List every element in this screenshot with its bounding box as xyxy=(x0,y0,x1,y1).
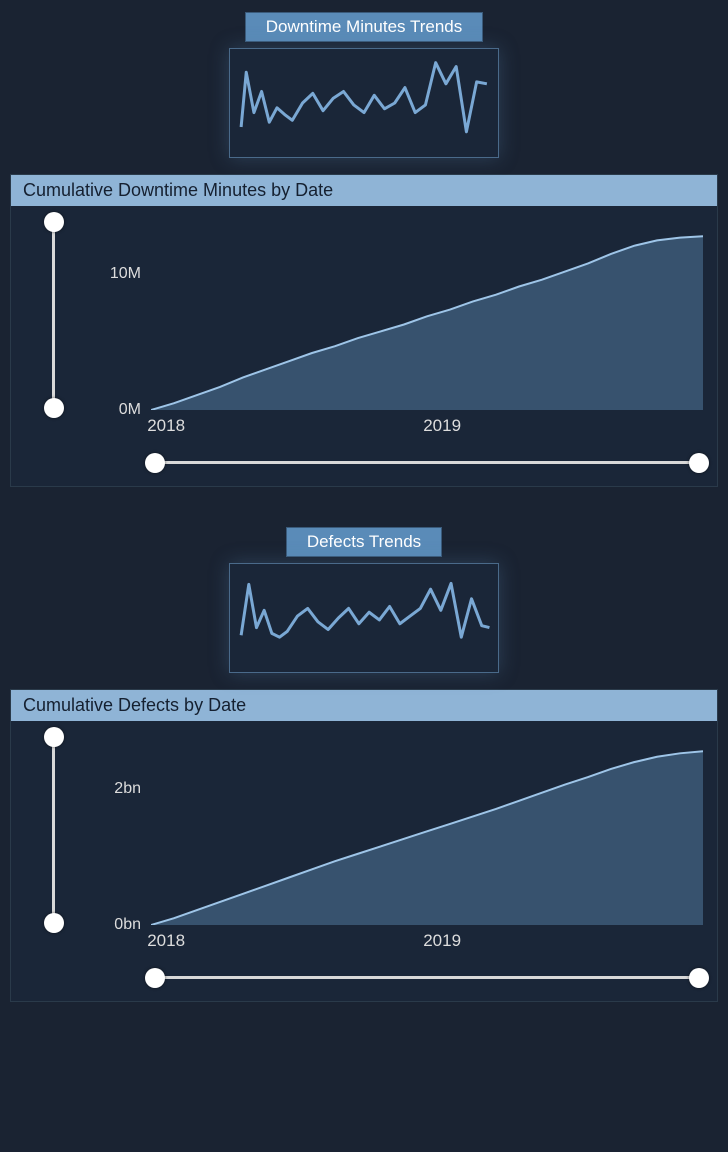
x-tick-label: 2019 xyxy=(423,931,461,951)
downtime-section: Downtime Minutes Trends Cumulative Downt… xyxy=(0,0,728,487)
slider-thumb[interactable] xyxy=(689,968,709,988)
y-tick-label: 10M xyxy=(110,265,141,283)
y-axis-labels: 0bn2bn xyxy=(81,721,141,921)
defects-sparkline xyxy=(229,563,499,673)
x-tick-label: 2019 xyxy=(423,416,461,436)
x-tick-label: 2018 xyxy=(147,931,185,951)
slider-track xyxy=(151,461,703,464)
y-tick-label: 0bn xyxy=(114,916,141,934)
x-tick-label: 2018 xyxy=(147,416,185,436)
x-axis-labels: 20182019 xyxy=(151,416,703,440)
defects-trend-block: Defects Trends xyxy=(0,515,728,673)
defects-cumulative-body: 0bn2bn 20182019 xyxy=(11,721,717,1001)
defects-x-slider[interactable] xyxy=(151,967,703,991)
slider-thumb[interactable] xyxy=(44,212,64,232)
downtime-cumulative-card: Cumulative Downtime Minutes by Date 0M10… xyxy=(10,174,718,487)
slider-thumb[interactable] xyxy=(44,398,64,418)
y-axis-labels: 0M10M xyxy=(81,206,141,406)
slider-thumb[interactable] xyxy=(689,453,709,473)
y-tick-label: 0M xyxy=(119,401,141,419)
downtime-area-chart xyxy=(151,220,703,410)
y-tick-label: 2bn xyxy=(114,780,141,798)
downtime-cumulative-title: Cumulative Downtime Minutes by Date xyxy=(11,175,717,206)
defects-y-slider[interactable] xyxy=(43,735,67,925)
downtime-trend-title: Downtime Minutes Trends xyxy=(245,12,484,42)
slider-track xyxy=(52,735,55,925)
section-spacer xyxy=(0,487,728,515)
defects-cumulative-title: Cumulative Defects by Date xyxy=(11,690,717,721)
defects-section: Defects Trends Cumulative Defects by Dat… xyxy=(0,515,728,1002)
defects-cumulative-card: Cumulative Defects by Date 0bn2bn 201820… xyxy=(10,689,718,1002)
slider-track xyxy=(52,220,55,410)
defects-area-chart xyxy=(151,735,703,925)
downtime-cumulative-body: 0M10M 20182019 xyxy=(11,206,717,486)
downtime-x-slider[interactable] xyxy=(151,452,703,476)
slider-thumb[interactable] xyxy=(145,968,165,988)
downtime-sparkline xyxy=(229,48,499,158)
slider-thumb[interactable] xyxy=(44,913,64,933)
x-axis-labels: 20182019 xyxy=(151,931,703,955)
slider-thumb[interactable] xyxy=(145,453,165,473)
slider-track xyxy=(151,976,703,979)
defects-trend-title: Defects Trends xyxy=(286,527,442,557)
downtime-y-slider[interactable] xyxy=(43,220,67,410)
downtime-trend-block: Downtime Minutes Trends xyxy=(0,0,728,158)
slider-thumb[interactable] xyxy=(44,727,64,747)
